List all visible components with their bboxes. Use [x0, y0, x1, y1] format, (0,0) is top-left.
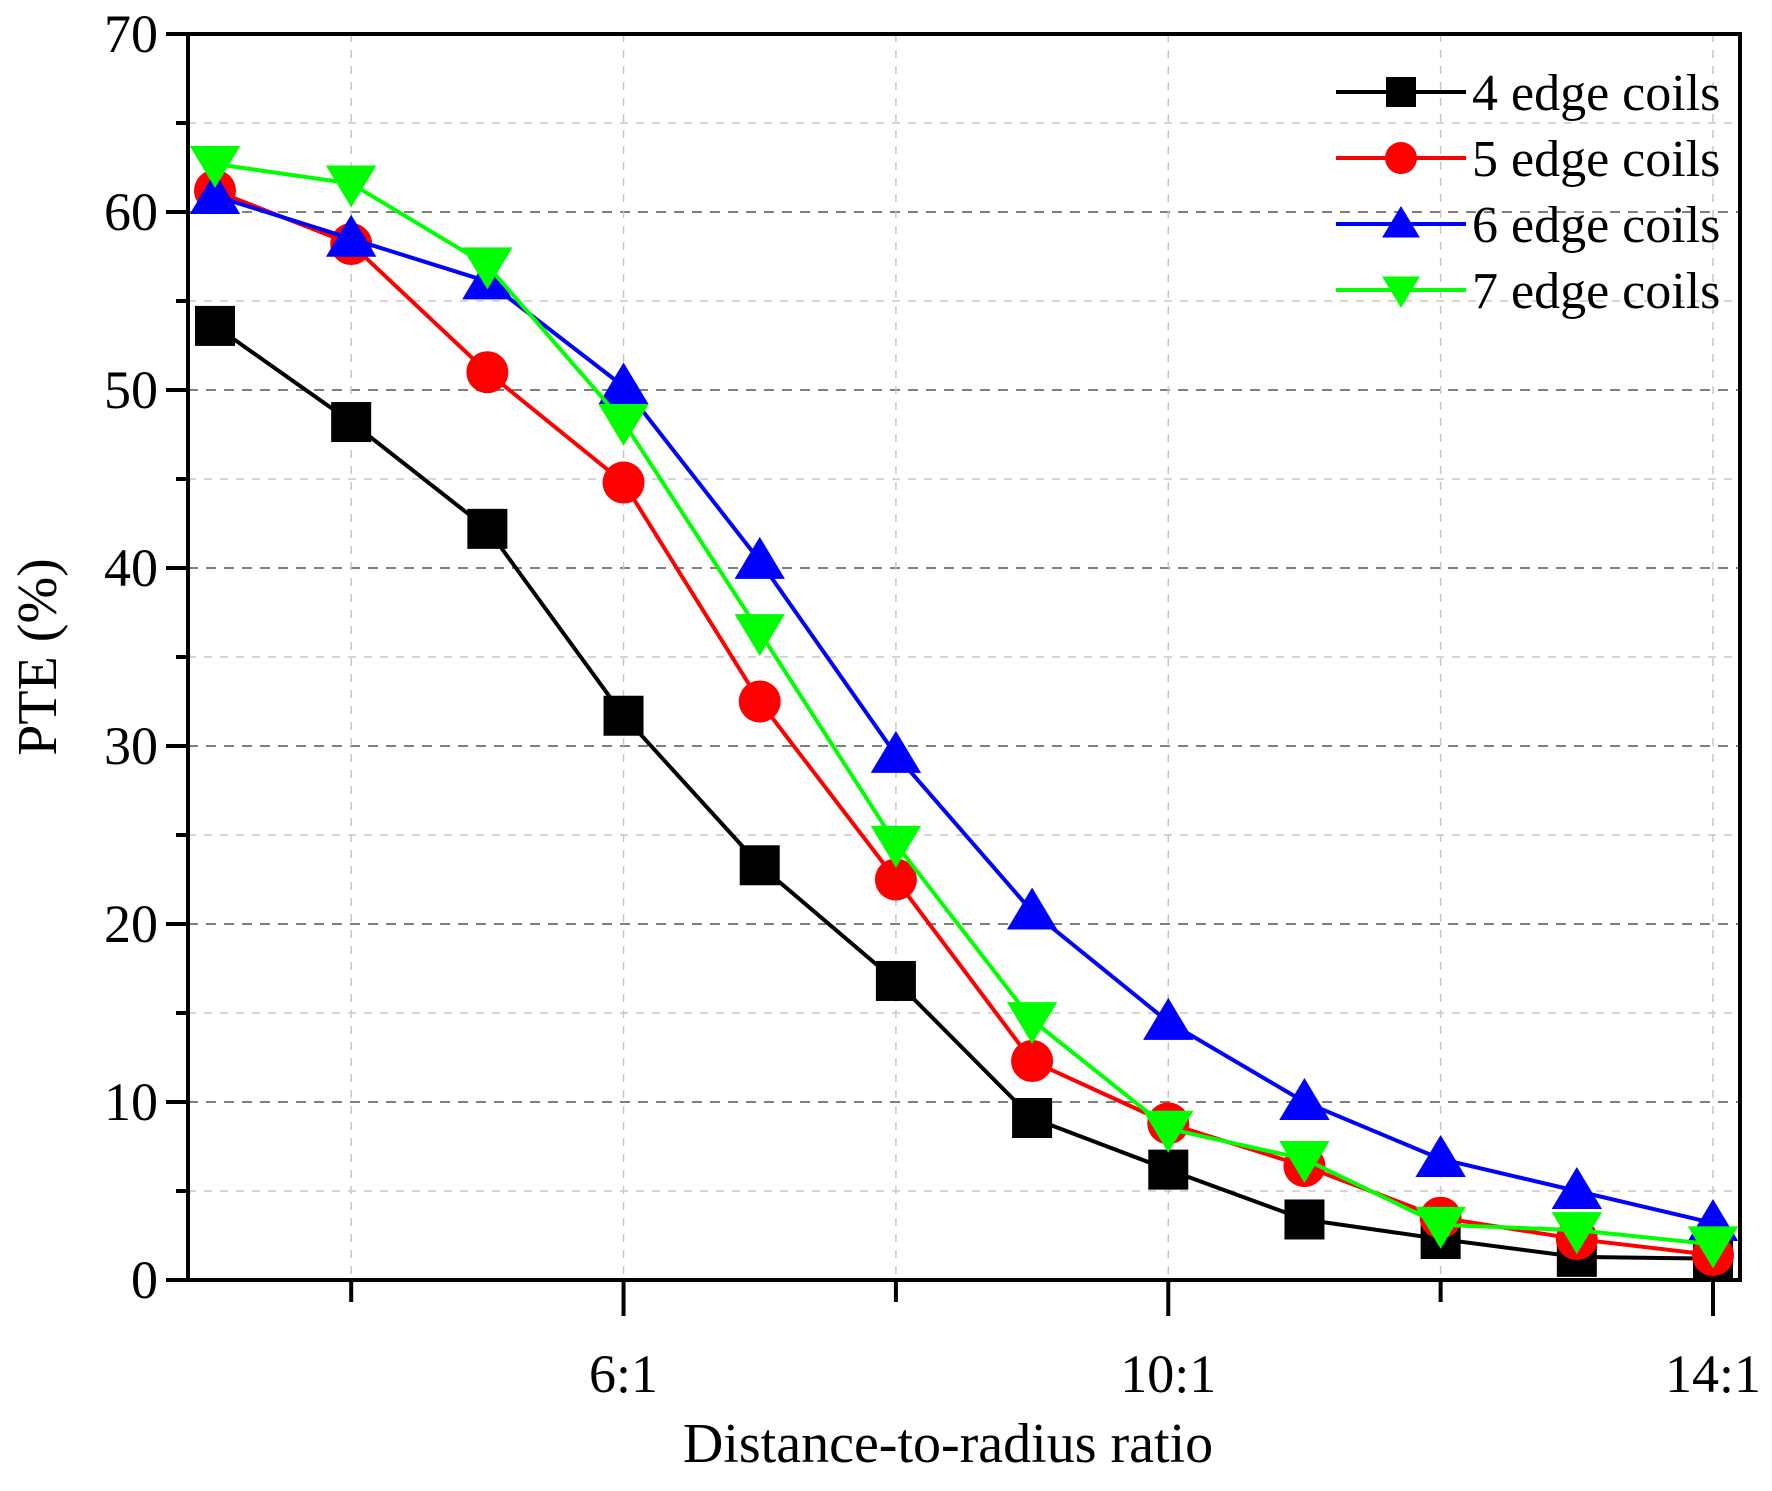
- series-layer: [189, 145, 1739, 1279]
- series-6-edge-coils: [189, 171, 1739, 1242]
- data-point-triangle-down: [462, 247, 513, 290]
- legend-item: 5 edge coils: [1336, 131, 1720, 188]
- data-point-circle: [466, 351, 509, 394]
- y-tick-label: 20: [104, 894, 158, 954]
- x-tick-label: 10:1: [1120, 1344, 1216, 1404]
- data-point-triangle-up: [870, 730, 922, 773]
- data-point-triangle-up: [1415, 1134, 1466, 1177]
- data-point-square: [1284, 1199, 1325, 1240]
- data-point-triangle-down: [598, 404, 649, 447]
- data-point-triangle-down: [1382, 276, 1420, 308]
- x-axis: 6:1 10:1 14:1: [349, 1280, 1761, 1404]
- series-line: [214, 194, 1714, 1225]
- y-axis: 0 10 20 30 40 50 60 70: [104, 4, 188, 1310]
- y-tick-label: 10: [104, 1072, 158, 1132]
- legend-label: 6 edge coils: [1472, 197, 1720, 254]
- data-point-triangle-up: [325, 214, 377, 257]
- y-tick-label: 50: [104, 360, 158, 420]
- data-point-circle: [738, 680, 781, 723]
- data-point-square: [603, 695, 644, 736]
- data-point-square: [1386, 77, 1416, 107]
- series-line: [214, 188, 1714, 1258]
- data-point-square: [1148, 1149, 1189, 1190]
- series-4-edge-coils: [195, 305, 1733, 1279]
- y-axis-title: PTE (%): [7, 558, 69, 756]
- legend-label: 7 edge coils: [1472, 263, 1720, 320]
- data-point-triangle-down: [1279, 1140, 1330, 1183]
- data-point-circle: [1385, 142, 1417, 174]
- grid: [188, 34, 1740, 1280]
- y-tick-label: 0: [131, 1250, 158, 1310]
- x-axis-title: Distance-to-radius ratio: [683, 1413, 1213, 1475]
- data-point-triangle-down: [870, 825, 922, 868]
- y-tick-label: 70: [104, 4, 158, 64]
- legend-label: 4 edge coils: [1472, 65, 1720, 122]
- legend-item: 7 edge coils: [1336, 263, 1720, 320]
- series-line: [214, 161, 1714, 1247]
- data-point-square: [195, 305, 235, 346]
- data-point-triangle-down: [1415, 1206, 1466, 1249]
- series-7-edge-coils: [189, 145, 1739, 1269]
- x-tick-label: 14:1: [1665, 1344, 1761, 1404]
- data-point-square: [739, 845, 780, 886]
- data-point-triangle-up: [1143, 997, 1194, 1040]
- data-point-circle: [874, 858, 917, 901]
- x-tick-label: 6:1: [589, 1344, 658, 1404]
- legend: 4 edge coils 5 edge coils 6 edge coils 7 ed…: [1336, 65, 1720, 320]
- series-line: [213, 324, 1714, 1261]
- data-point-triangle-down: [1551, 1212, 1603, 1255]
- data-point-triangle-up: [1006, 887, 1058, 930]
- legend-item: 4 edge coils: [1336, 65, 1720, 122]
- data-point-triangle-up: [734, 536, 785, 579]
- data-point-circle: [1011, 1040, 1054, 1083]
- data-point-square: [467, 508, 508, 549]
- data-point-square: [875, 960, 916, 1001]
- data-point-triangle-down: [734, 614, 785, 657]
- data-point-triangle-down: [1143, 1110, 1194, 1153]
- legend-item: 6 edge coils: [1336, 197, 1720, 254]
- data-point-triangle-down: [325, 165, 377, 208]
- data-point-triangle-up: [598, 362, 649, 405]
- data-point-square: [1012, 1098, 1053, 1139]
- data-point-square: [331, 402, 372, 443]
- y-tick-label: 40: [104, 538, 158, 598]
- data-point-circle: [602, 461, 645, 504]
- y-tick-label: 60: [104, 182, 158, 242]
- data-point-triangle-up: [1382, 206, 1420, 238]
- data-point-triangle-down: [1687, 1226, 1739, 1269]
- series-5-edge-coils: [194, 169, 1734, 1277]
- y-tick-label: 30: [104, 716, 158, 776]
- legend-label: 5 edge coils: [1472, 131, 1720, 188]
- data-point-triangle-up: [189, 171, 241, 214]
- data-point-triangle-up: [1551, 1167, 1603, 1209]
- data-point-triangle-up: [1279, 1078, 1330, 1120]
- data-point-triangle-down: [189, 145, 241, 188]
- data-point-triangle-down: [1006, 1002, 1058, 1045]
